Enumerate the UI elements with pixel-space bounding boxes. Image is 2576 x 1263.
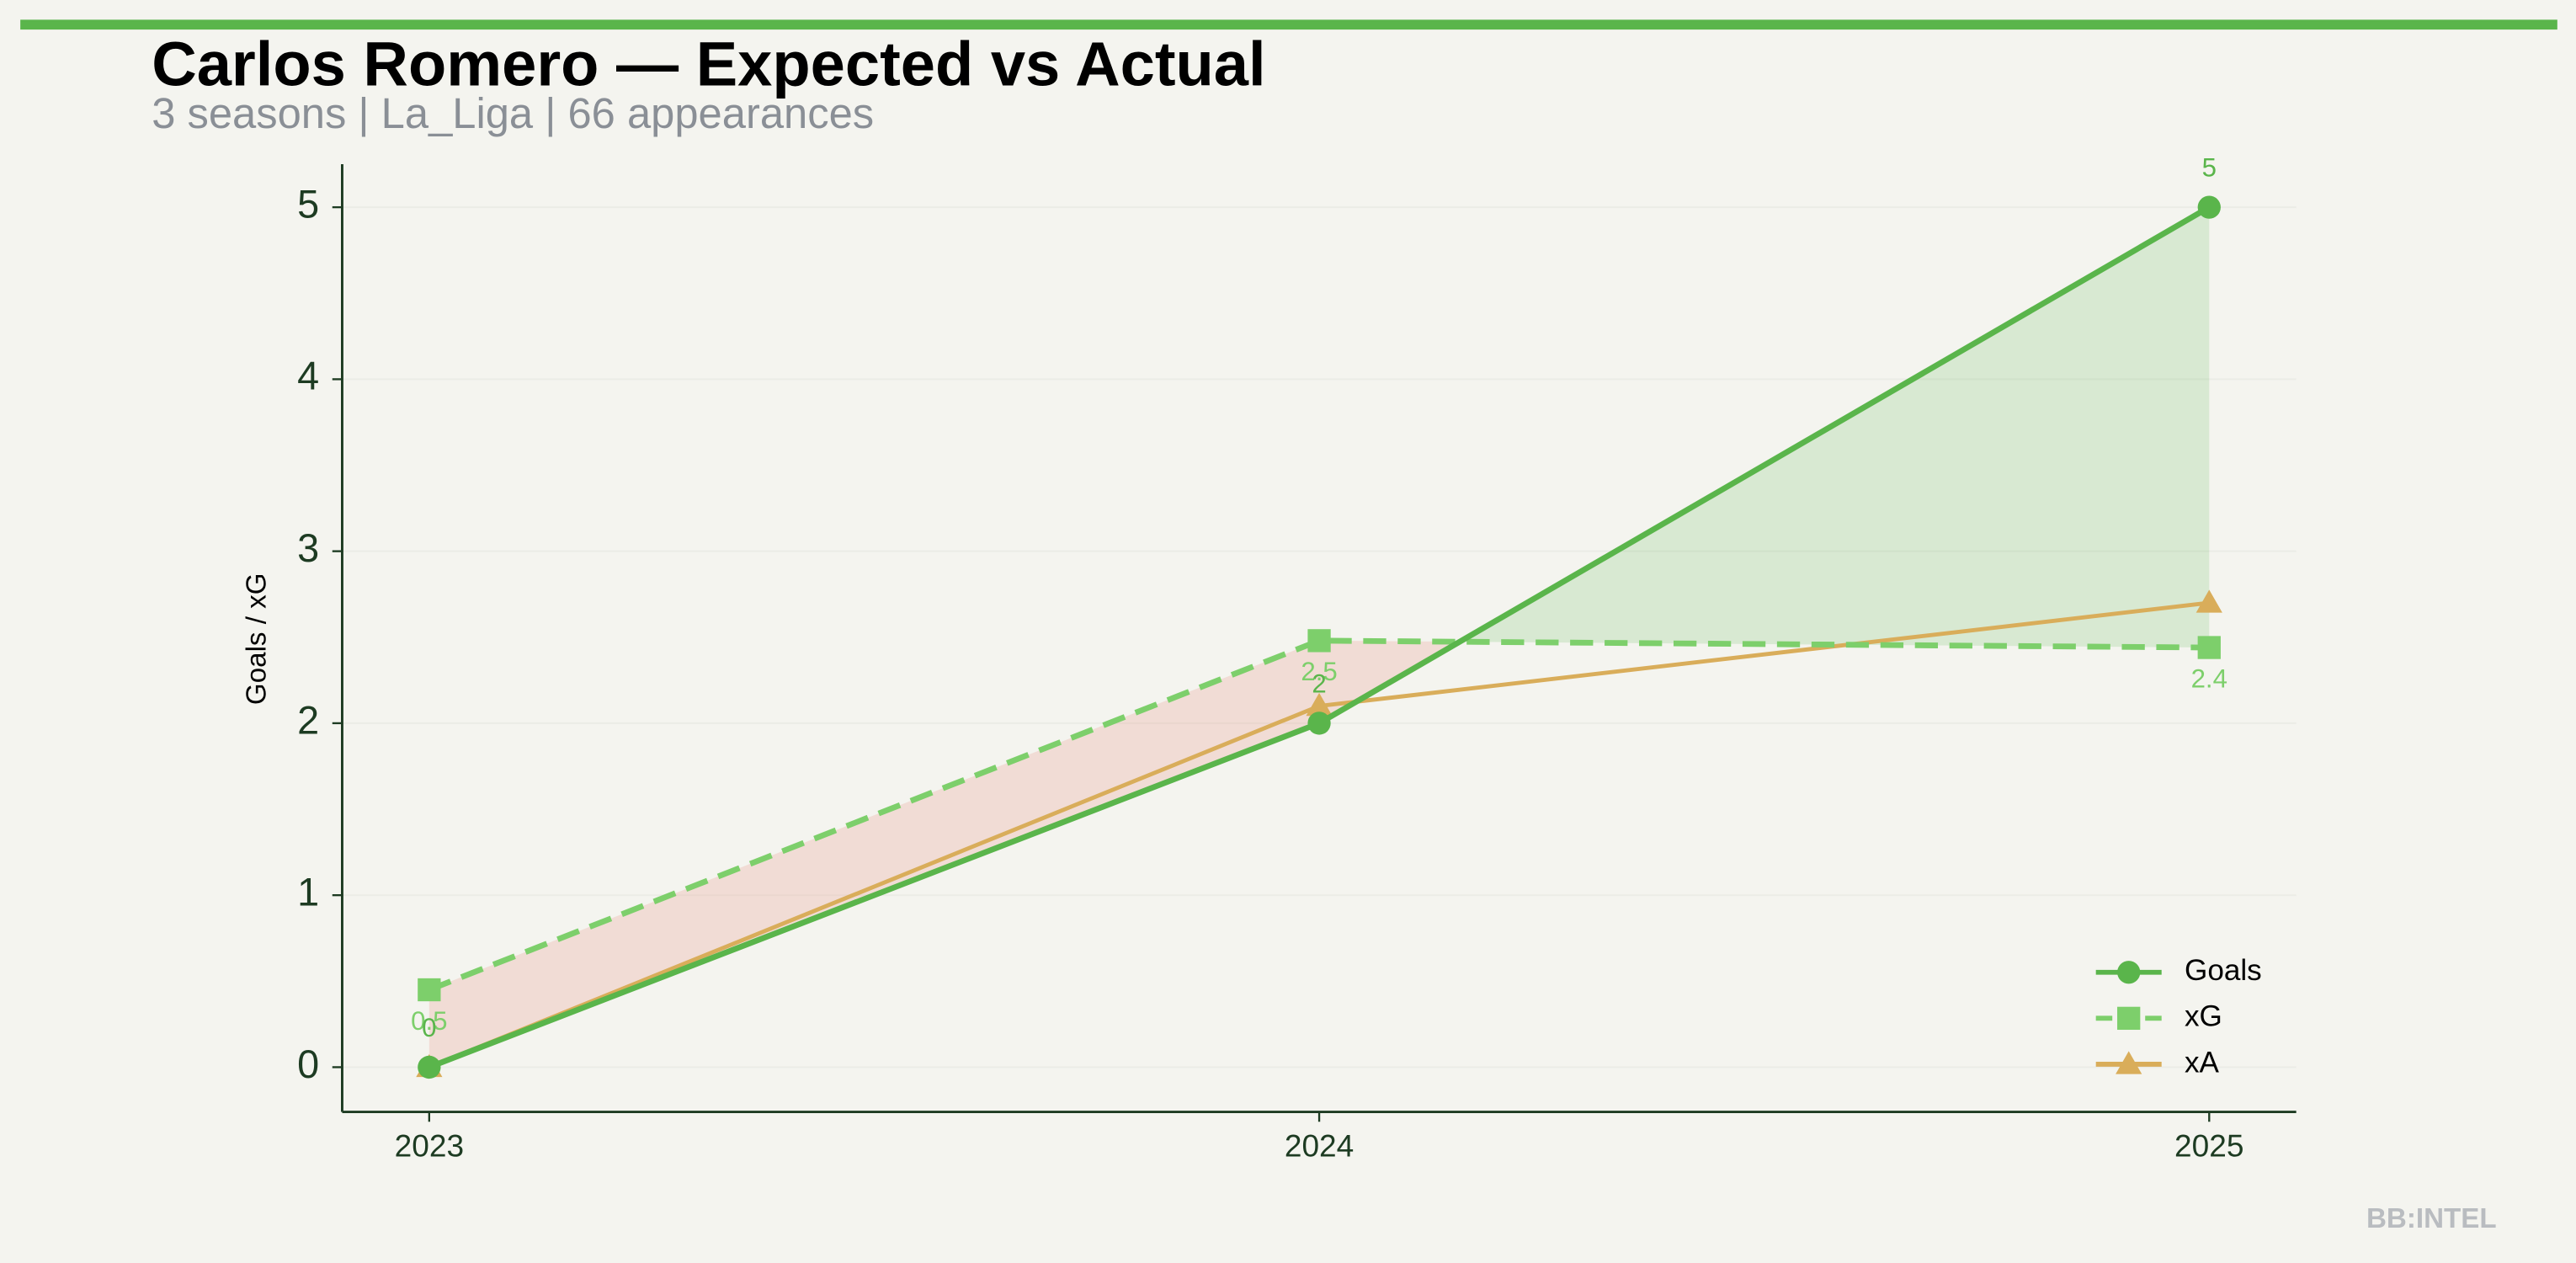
y-tick-label: 4 [297, 354, 319, 398]
marker [2197, 195, 2221, 219]
legend-marker [2116, 1051, 2142, 1074]
marker [2195, 589, 2222, 613]
fill-under [428, 640, 1320, 1068]
data-label: 2 [1312, 669, 1326, 698]
marker [418, 978, 441, 1002]
marker [2197, 636, 2221, 659]
top-bar [20, 19, 2557, 30]
y-tick-label: 3 [297, 526, 319, 570]
marker [1306, 692, 1333, 717]
data-label: 2.5 [1301, 657, 1337, 686]
series-line [428, 637, 2210, 993]
legend-label: Goals [2185, 954, 2262, 987]
y-axis-label: Goals / xG [242, 573, 273, 706]
plot-area: 0 1 2 3 4 5 2023 2024 2025 0.5 2.5 2.4 0 2 5 Goals xG xA [297, 152, 2297, 1163]
x-tick-label: 2025 [2174, 1127, 2243, 1163]
data-label: 2.4 [2191, 663, 2227, 693]
y-tick-label: 0 [297, 1042, 319, 1086]
legend-label: xG [2185, 1000, 2222, 1033]
marker [1307, 711, 1331, 735]
watermark: BB:INTEL [2366, 1203, 2497, 1234]
marker [418, 1055, 441, 1079]
y-tick-label: 5 [297, 182, 319, 226]
y-tick-label: 2 [297, 698, 319, 742]
legend-marker [2117, 1006, 2141, 1031]
data-label: 0.5 [411, 1006, 447, 1036]
x-tick-label: 2024 [1285, 1127, 1354, 1163]
data-label: 5 [2202, 152, 2217, 182]
chart-title: Carlos Romero — Expected vs Actual [152, 29, 1265, 99]
marker [1307, 629, 1331, 653]
legend-marker [2117, 961, 2141, 984]
data-label: 0 [422, 1013, 436, 1042]
legend-label: xA [2185, 1046, 2220, 1079]
chart-subtitle: 3 seasons | La_Liga | 66 appearances [152, 89, 874, 137]
y-tick-label: 1 [297, 871, 319, 914]
x-tick-label: 2023 [395, 1127, 464, 1163]
